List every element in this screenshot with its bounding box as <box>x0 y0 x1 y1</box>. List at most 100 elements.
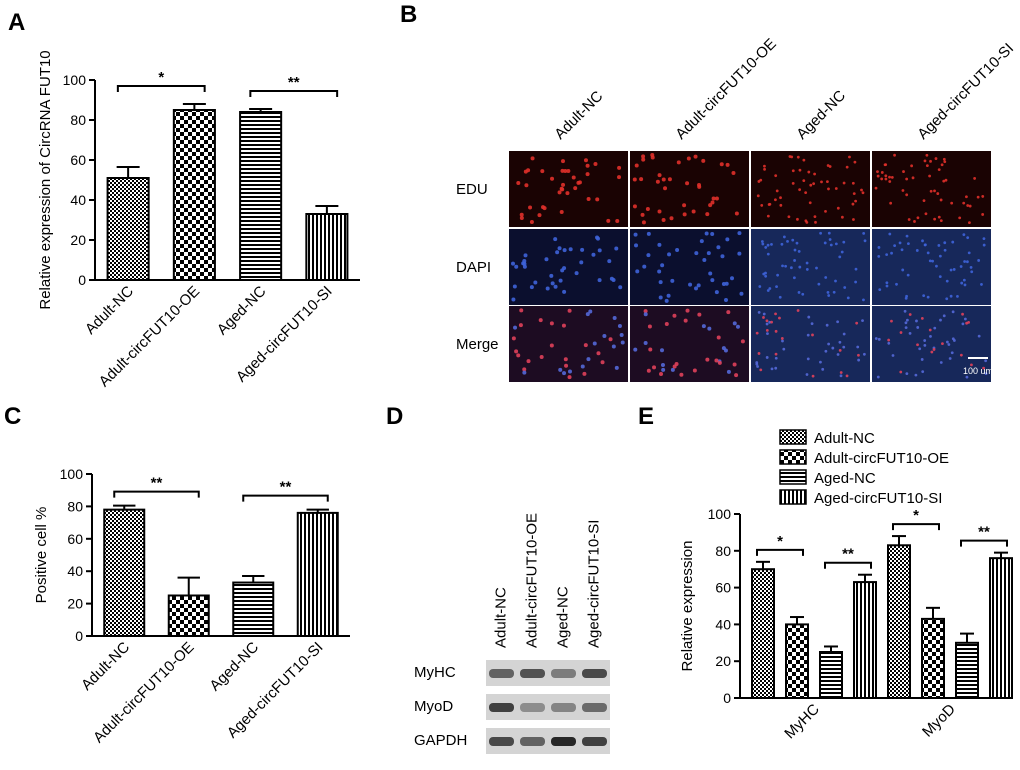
cell-dot <box>915 319 918 323</box>
cell-dot <box>921 239 924 243</box>
cell-dot <box>959 265 963 268</box>
y-axis-label: Relative expression <box>679 541 696 672</box>
cell-dot <box>939 361 943 364</box>
cell-dot <box>878 288 882 292</box>
cell-dot <box>915 249 919 252</box>
legend-swatch <box>779 469 807 485</box>
cell-dot <box>832 290 836 294</box>
cell-dot <box>944 178 948 182</box>
cell-dot <box>774 356 778 360</box>
cell-dot <box>706 251 711 256</box>
cell-dot <box>923 159 927 163</box>
cell-dot <box>511 336 516 341</box>
cell-dot <box>880 177 884 181</box>
cell-dot <box>809 183 813 187</box>
y-tick-label: 40 <box>70 192 86 208</box>
cell-dot <box>596 236 601 241</box>
microscopy-column-label: Adult-NC <box>551 88 606 143</box>
cell-dot <box>765 329 769 332</box>
significance-bracket <box>249 90 339 97</box>
cell-dot <box>697 184 702 189</box>
cell-dot <box>533 280 538 285</box>
cell-dot <box>734 211 739 216</box>
cell-dot <box>618 285 623 290</box>
cell-dot <box>595 197 600 202</box>
cell-dot <box>926 251 930 255</box>
cell-dot <box>911 176 915 180</box>
cell-dot <box>734 373 739 378</box>
cell-dot <box>929 159 932 163</box>
cell-dot <box>682 203 687 208</box>
cell-dot <box>657 209 662 214</box>
cell-dot <box>696 283 701 288</box>
cell-dot <box>893 244 897 248</box>
cell-dot <box>634 163 639 168</box>
cell-dot <box>984 372 988 376</box>
cell-dot <box>562 248 567 253</box>
legend-label: Adult-NC <box>814 430 875 447</box>
cell-dot <box>564 363 569 368</box>
blot-band <box>489 703 514 712</box>
bar <box>785 623 809 700</box>
cell-dot <box>965 375 969 379</box>
cell-dot <box>756 194 760 198</box>
x-tick-label: MyHC <box>781 701 823 743</box>
cell-dot <box>660 363 665 368</box>
cell-dot <box>935 264 938 268</box>
cell-dot <box>766 332 769 336</box>
cell-dot <box>596 351 601 356</box>
cell-dot <box>664 321 669 326</box>
cell-dot <box>672 364 677 369</box>
bar <box>167 594 210 637</box>
cell-dot <box>579 260 584 265</box>
blot-protein-label: MyoD <box>414 698 453 715</box>
cell-dot <box>708 203 713 208</box>
cell-dot <box>582 371 587 376</box>
y-tick-label: 60 <box>70 152 86 168</box>
cell-dot <box>843 286 847 289</box>
cell-dot <box>812 182 816 186</box>
tile-background <box>630 151 749 227</box>
cell-dot <box>558 367 563 372</box>
cell-dot <box>842 181 846 185</box>
cell-dot <box>885 281 889 285</box>
cell-dot <box>977 334 981 338</box>
cell-dot <box>545 286 550 291</box>
cell-dot <box>805 261 809 265</box>
cell-dot <box>899 370 903 374</box>
cell-dot <box>933 217 937 221</box>
cell-dot <box>982 243 986 247</box>
cell-dot <box>981 213 985 216</box>
cell-dot <box>774 312 777 316</box>
cell-dot <box>526 359 531 364</box>
cell-dot <box>928 328 932 332</box>
significance-bracket <box>113 490 200 498</box>
bar <box>921 617 945 700</box>
cell-dot <box>857 353 860 357</box>
cell-dot <box>810 322 814 326</box>
cell-dot <box>646 231 651 236</box>
cell-dot <box>573 186 578 191</box>
cell-dot <box>760 240 764 243</box>
cell-dot <box>951 240 955 244</box>
cell-dot <box>685 181 690 186</box>
cell-dot <box>805 373 809 376</box>
y-tick-label: 100 <box>60 466 84 482</box>
cell-dot <box>553 237 558 242</box>
cell-dot <box>802 179 806 183</box>
cell-dot <box>762 272 766 276</box>
cell-dot <box>807 170 811 174</box>
cell-dot <box>766 214 770 218</box>
cell-dot <box>861 191 865 195</box>
cell-dot <box>667 177 672 182</box>
cell-dot <box>522 367 527 372</box>
cell-dot <box>711 196 716 201</box>
cell-dot <box>731 170 736 175</box>
cell-dot <box>585 172 590 177</box>
cell-dot <box>817 282 821 286</box>
cell-dot <box>815 266 818 270</box>
microscopy-tile <box>872 229 991 305</box>
cell-dot <box>620 340 625 345</box>
cell-dot <box>880 171 884 174</box>
cell-dot <box>600 360 605 365</box>
